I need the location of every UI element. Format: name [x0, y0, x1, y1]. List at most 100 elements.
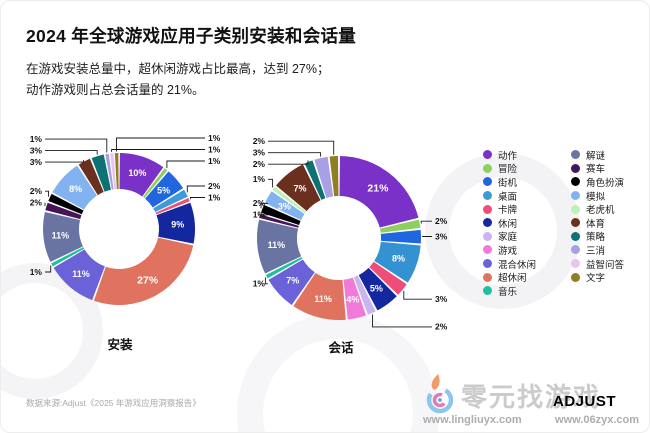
- slice-value-label-音乐: 1%: [30, 267, 43, 277]
- legend-item-文字: 文字: [571, 270, 624, 284]
- legend-label: 动作: [498, 150, 518, 162]
- slice-value-label-冒险: 2%: [435, 216, 448, 226]
- label-leader-line-桌面: [186, 185, 205, 193]
- legend-label: 家庭: [498, 232, 518, 244]
- legend-color-dot: [483, 218, 492, 228]
- legend-item-三消: 三消: [571, 243, 624, 257]
- site-watermark: 零元找游戏 ADJUST www.lingliuyx.com www.06zyx…: [421, 369, 639, 429]
- donut-slice-桌面: [153, 189, 188, 212]
- legend-label: 冒险: [498, 164, 518, 176]
- legend-label: 策略: [586, 232, 606, 244]
- label-leader-line-体育: [45, 160, 84, 163]
- slice-value-label-混合休闲: 7%: [286, 276, 299, 286]
- donut-slice-赛车: [45, 202, 82, 220]
- legend-item-街机: 街机: [483, 175, 561, 189]
- donut-slice-解谜: [256, 219, 302, 274]
- watermark-site-name: 零元找游戏: [461, 382, 602, 412]
- label-leader-line-冒险: [420, 220, 432, 224]
- legend-item-家庭: 家庭: [483, 230, 561, 244]
- slice-value-label-老虎机: 1%: [253, 174, 266, 184]
- legend-item-动作: 动作: [483, 148, 561, 162]
- slice-value-label-文字: 2%: [253, 136, 266, 146]
- donut-slice-体育: [275, 164, 321, 212]
- slice-value-label-超休闲: 27%: [137, 275, 159, 287]
- adjust-logo: ADJUST: [553, 393, 617, 410]
- donut-slice-动作: [119, 153, 164, 197]
- slice-value-label-家庭: 2%: [435, 322, 448, 332]
- legend-label: 模拟: [586, 191, 606, 203]
- donut-slice-模拟: [52, 165, 97, 210]
- legend-item-桌面: 桌面: [483, 189, 561, 203]
- slice-value-label-动作: 21%: [367, 182, 389, 194]
- legend-item-游戏: 游戏: [483, 243, 561, 257]
- donut-slice-桌面: [374, 241, 421, 283]
- label-leader-line-三消: [268, 152, 322, 157]
- slice-value-label-体育: 3%: [30, 157, 43, 167]
- installs-chart-caption: 安装: [107, 338, 133, 352]
- label-leader-line-老虎机: [268, 178, 274, 188]
- legend-label: 赛车: [586, 164, 606, 176]
- slice-value-label-赛车: 2%: [30, 197, 43, 207]
- legend-color-dot: [483, 286, 492, 296]
- label-leader-line-文字: [116, 137, 205, 152]
- slice-value-label-解谜: 11%: [52, 231, 70, 241]
- slice-value-label-休闲: 5%: [370, 284, 383, 294]
- slice-value-label-卡牌: 3%: [435, 294, 448, 304]
- slice-value-label-模拟: 3%: [278, 202, 291, 212]
- donut-slice-体育: [78, 158, 104, 196]
- legend-color-dot: [483, 231, 492, 241]
- chart-legend: 动作 冒险 街机 桌面 卡牌 休闲 家庭 游戏 混合休闲 超休闲 音乐 解谜 赛车 角色扮演 模拟 老虎机体…: [483, 148, 624, 298]
- label-leader-line-家庭: [372, 314, 432, 328]
- legend-label: 三消: [586, 245, 606, 257]
- legend-color-dot: [571, 204, 580, 214]
- legend-label: 游戏: [498, 245, 518, 257]
- subtitle-line-1: 在游戏安装总量中，超休闲游戏占比最高，达到 27%；: [26, 62, 330, 76]
- legend-item-模拟: 模拟: [571, 189, 624, 203]
- donut-slice-三消: [105, 153, 114, 190]
- legend-color-dot: [571, 191, 580, 201]
- legend-item-超休闲: 超休闲: [483, 270, 561, 284]
- slice-value-label-益智问答: 1%: [208, 144, 221, 154]
- donut-slice-模拟: [264, 191, 305, 221]
- slice-value-label-体育: 7%: [294, 183, 307, 193]
- watermark-urls: www.lingliuyx.com www.06zyx.com: [423, 414, 639, 426]
- label-leader-line-益智问答: [111, 149, 205, 152]
- donut-slice-三消: [314, 156, 334, 198]
- legend-column-2: 解谜 赛车 角色扮演 模拟 老虎机 体育 策略 三消 益智问答 文字: [571, 148, 624, 298]
- legend-item-音乐: 音乐: [483, 284, 561, 298]
- legend-item-体育: 体育: [571, 216, 624, 230]
- donut-slice-文字: [329, 156, 339, 197]
- legend-item-角色扮演: 角色扮演: [571, 175, 624, 189]
- legend-label: 体育: [586, 218, 606, 230]
- legend-label: 音乐: [498, 286, 518, 298]
- donut-slice-益智问答: [110, 153, 117, 190]
- legend-color-dot: [571, 231, 580, 241]
- donut-slice-休闲: [156, 202, 195, 244]
- swirl-logo-icon: [426, 374, 454, 414]
- label-leader-line-音乐: [45, 265, 52, 273]
- slice-value-label-休闲: 9%: [171, 219, 184, 229]
- legend-item-冒险: 冒险: [483, 162, 561, 176]
- sessions-donut-chart: 21%8%5%4%11%7%11%3%7%2%3%2%1%2%1%1%2%3%3…: [253, 136, 448, 332]
- legend-color-dot: [483, 245, 492, 255]
- label-leader-line-冒险: [166, 160, 205, 169]
- slice-value-label-混合休闲: 11%: [72, 269, 90, 279]
- subtitle-line-2: 动作游戏则占总会话量的 21%。: [26, 83, 205, 97]
- donut-slice-超休闲: [293, 272, 346, 321]
- label-leader-line-策略: [45, 150, 98, 155]
- donut-slice-策略: [91, 154, 111, 192]
- slice-value-label-策略: 2%: [253, 159, 266, 169]
- donut-slice-音乐: [51, 247, 85, 267]
- slice-value-label-音乐: 1%: [253, 279, 266, 289]
- donut-slice-卡牌: [155, 198, 190, 215]
- donut-slice-家庭: [353, 275, 376, 315]
- legend-color-dot: [571, 163, 580, 173]
- legend-color-dot: [483, 259, 492, 269]
- slice-value-label-街机: 3%: [435, 231, 448, 241]
- legend-color-dot: [483, 204, 492, 214]
- legend-item-老虎机: 老虎机: [571, 202, 624, 216]
- slice-value-label-三消: 1%: [30, 134, 43, 144]
- legend-item-混合休闲: 混合休闲: [483, 257, 561, 271]
- slice-value-label-冒险: 1%: [208, 156, 221, 166]
